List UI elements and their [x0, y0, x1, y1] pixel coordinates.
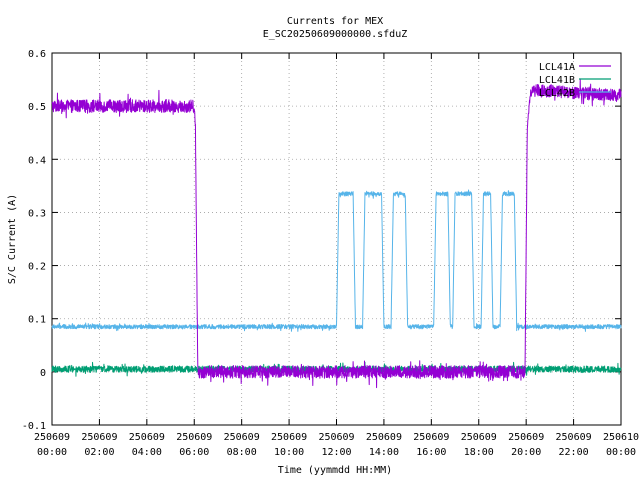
x-tick-date-label: 250609	[508, 432, 544, 443]
x-tick-time-label: 08:00	[227, 447, 257, 458]
x-tick-time-label: 22:00	[559, 447, 589, 458]
x-tick-time-label: 06:00	[179, 447, 209, 458]
x-tick-time-label: 10:00	[274, 447, 304, 458]
x-tick-time-label: 04:00	[132, 447, 162, 458]
x-tick-date-label: 250609	[461, 432, 497, 443]
x-tick-date-label: 250609	[271, 432, 307, 443]
x-tick-date-label: 250609	[366, 432, 402, 443]
y-tick-label: 0.2	[28, 262, 46, 273]
legend: LCL41A LCL41B LCL42B	[539, 62, 611, 99]
legend-label-lcl41a: LCL41A	[539, 62, 575, 73]
y-tick-label: 0	[40, 368, 46, 379]
x-tick-time-label: 16:00	[416, 447, 446, 458]
x-tick-date-label: 250609	[224, 432, 260, 443]
legend-label-lcl41b: LCL41B	[539, 75, 575, 86]
y-tick-label: 0.6	[28, 49, 46, 60]
x-tick-date-label: 250610	[603, 432, 639, 443]
x-tick-time-label: 20:00	[511, 447, 541, 458]
x-tick-date-label: 250609	[34, 432, 70, 443]
legend-label-lcl42b: LCL42B	[539, 88, 575, 99]
y-tick-label: 0.1	[28, 315, 46, 326]
x-tick-time-label: 18:00	[464, 447, 494, 458]
x-tick-time-label: 02:00	[84, 447, 114, 458]
x-tick-time-label: 00:00	[37, 447, 67, 458]
series-line-lcl42b	[51, 189, 622, 332]
series-layer	[51, 78, 622, 389]
y-tick-label: -0.1	[22, 421, 46, 432]
x-tick-date-label: 250609	[318, 432, 354, 443]
y-axis-label: S/C Current (A)	[7, 194, 18, 284]
x-tick-time-label: 12:00	[321, 447, 351, 458]
x-tick-date-label: 250609	[129, 432, 165, 443]
x-axis-label: Time (yymmdd HH:MM)	[278, 465, 392, 476]
x-tick-date-label: 250609	[176, 432, 212, 443]
y-tick-label: 0.5	[28, 102, 46, 113]
x-tick-date-label: 250609	[556, 432, 592, 443]
series-line-lcl41a	[51, 78, 622, 389]
y-tick-label: 0.4	[28, 155, 46, 166]
y-tick-label: 0.3	[28, 208, 46, 219]
x-tick-date-label: 250609	[413, 432, 449, 443]
y-axis: -0.1 0 0.1 0.2 0.3 0.4 0.5 0.6	[22, 49, 621, 432]
x-tick-time-label: 14:00	[369, 447, 399, 458]
x-tick-time-label: 00:00	[606, 447, 636, 458]
x-tick-date-label: 250609	[81, 432, 117, 443]
chart-title: Currents for MEX	[287, 16, 383, 27]
chart-subtitle: E_SC20250609000000.sfduZ	[263, 29, 408, 40]
x-axis: 250609 00:00 250609 02:00 250609 04:00 250609 0…	[34, 53, 639, 458]
